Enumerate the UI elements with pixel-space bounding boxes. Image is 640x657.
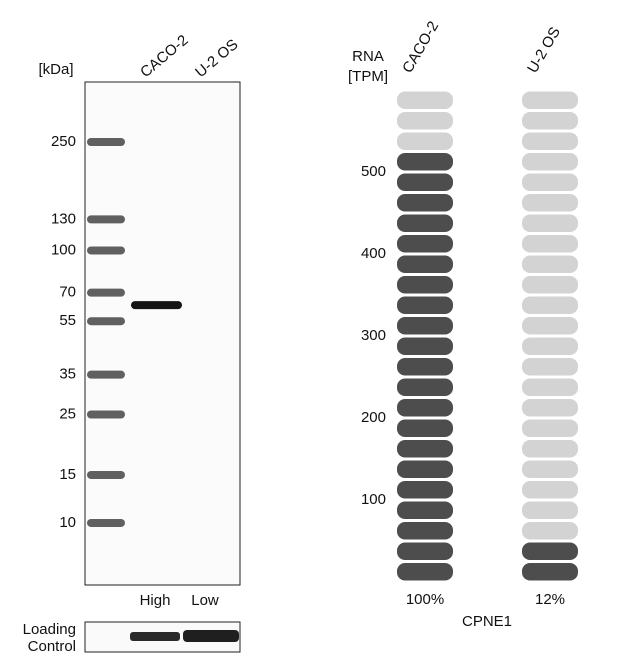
expression-pill [397, 460, 453, 478]
expression-label: High [140, 592, 171, 609]
expression-pill [522, 563, 578, 581]
empty-pill [522, 91, 578, 109]
marker-label: 10 [59, 514, 76, 531]
marker-band [87, 518, 125, 527]
y-tick-label: 400 [361, 245, 386, 262]
empty-pill [522, 481, 578, 499]
expression-pill [397, 522, 453, 540]
expression-pill [397, 235, 453, 253]
marker-band [87, 288, 125, 297]
marker-band [87, 370, 125, 379]
sample-label: CACO-2 [399, 18, 442, 76]
expression-pill [397, 399, 453, 417]
percent-label: 12% [535, 591, 565, 608]
expression-pill [397, 276, 453, 294]
expression-pill [397, 542, 453, 560]
empty-pill [522, 214, 578, 232]
marker-label: 35 [59, 366, 76, 383]
empty-pill [397, 132, 453, 150]
empty-pill [522, 399, 578, 417]
marker-label: 25 [59, 405, 76, 422]
percent-label: 100% [406, 591, 444, 608]
empty-pill [522, 194, 578, 212]
empty-pill [397, 91, 453, 109]
gene-label: CPNE1 [462, 613, 512, 630]
expression-pill [397, 153, 453, 171]
expression-pill [397, 563, 453, 581]
empty-pill [522, 235, 578, 253]
marker-label: 55 [59, 312, 76, 329]
expression-pill [397, 337, 453, 355]
empty-pill [522, 153, 578, 171]
expression-pill [522, 542, 578, 560]
marker-band [87, 138, 125, 146]
empty-pill [522, 173, 578, 191]
expression-pill [397, 419, 453, 437]
blot-frame [84, 81, 241, 586]
lane-label: U-2 OS [192, 36, 241, 81]
protein-band [131, 301, 182, 310]
empty-pill [522, 296, 578, 314]
marker-band [87, 246, 125, 255]
loading-band [130, 632, 180, 641]
unit-label: [kDa] [38, 61, 73, 78]
marker-label: 130 [51, 210, 76, 227]
y-tick-label: 200 [361, 409, 386, 426]
loading-label: Control [28, 638, 76, 655]
marker-band [87, 470, 125, 479]
empty-pill [522, 112, 578, 130]
empty-pill [522, 460, 578, 478]
expression-pill [397, 255, 453, 273]
expression-label: Low [191, 592, 219, 609]
expression-pill [397, 440, 453, 458]
marker-label: 70 [59, 284, 76, 301]
marker-label: 15 [59, 466, 76, 483]
axis-label: RNA [352, 48, 384, 65]
empty-pill [522, 378, 578, 396]
expression-pill [397, 358, 453, 376]
empty-pill [522, 358, 578, 376]
expression-pill [397, 296, 453, 314]
empty-pill [522, 522, 578, 540]
marker-label: 100 [51, 241, 76, 258]
empty-pill [522, 337, 578, 355]
empty-pill [522, 255, 578, 273]
loading-label: Loading [23, 621, 76, 638]
empty-pill [522, 276, 578, 294]
empty-pill [522, 501, 578, 519]
expression-pill [397, 173, 453, 191]
marker-band [87, 410, 125, 419]
y-tick-label: 100 [361, 491, 386, 508]
expression-pill [397, 317, 453, 335]
empty-pill [397, 112, 453, 130]
sample-label: U-2 OS [524, 24, 564, 76]
expression-pill [397, 481, 453, 499]
marker-band [87, 317, 125, 326]
empty-pill [522, 317, 578, 335]
empty-pill [522, 132, 578, 150]
empty-pill [522, 440, 578, 458]
y-tick-label: 300 [361, 327, 386, 344]
y-tick-label: 500 [361, 163, 386, 180]
axis-label: [TPM] [348, 68, 388, 85]
marker-band [87, 215, 125, 224]
lane-label: CACO-2 [137, 32, 191, 81]
expression-pill [397, 214, 453, 232]
marker-label: 250 [51, 133, 76, 150]
empty-pill [522, 419, 578, 437]
expression-pill [397, 378, 453, 396]
loading-band [183, 630, 239, 642]
expression-pill [397, 501, 453, 519]
expression-pill [397, 194, 453, 212]
